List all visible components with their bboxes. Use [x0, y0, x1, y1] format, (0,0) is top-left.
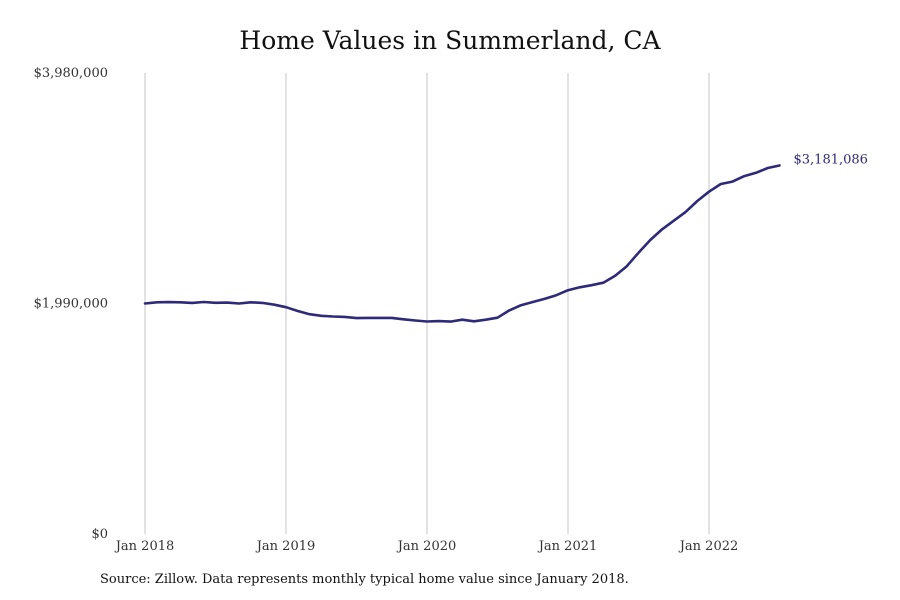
- x-tick-label: Jan 2021: [537, 539, 598, 554]
- x-axis: Jan 2018 Jan 2019 Jan 2020 Jan 2021 Jan 2022: [114, 539, 739, 554]
- x-tick-label: Jan 2019: [255, 539, 316, 554]
- chart-title: Home Values in Summerland, CA: [239, 26, 661, 55]
- source-note: Source: Zillow. Data represents monthly …: [100, 572, 629, 587]
- grid-layer: [144, 73, 710, 534]
- y-tick-label: $1,990,000: [34, 297, 108, 312]
- x-tick-label: Jan 2022: [678, 539, 739, 554]
- x-tick-label: Jan 2018: [114, 539, 175, 554]
- x-tick-label: Jan 2020: [396, 539, 457, 554]
- end-value-label: $3,181,086: [794, 153, 868, 168]
- series-line: [143, 164, 781, 323]
- y-axis: $0 $1,990,000 $3,980,000: [34, 66, 108, 542]
- y-tick-label: $0: [91, 527, 108, 542]
- y-tick-label: $3,980,000: [34, 66, 108, 81]
